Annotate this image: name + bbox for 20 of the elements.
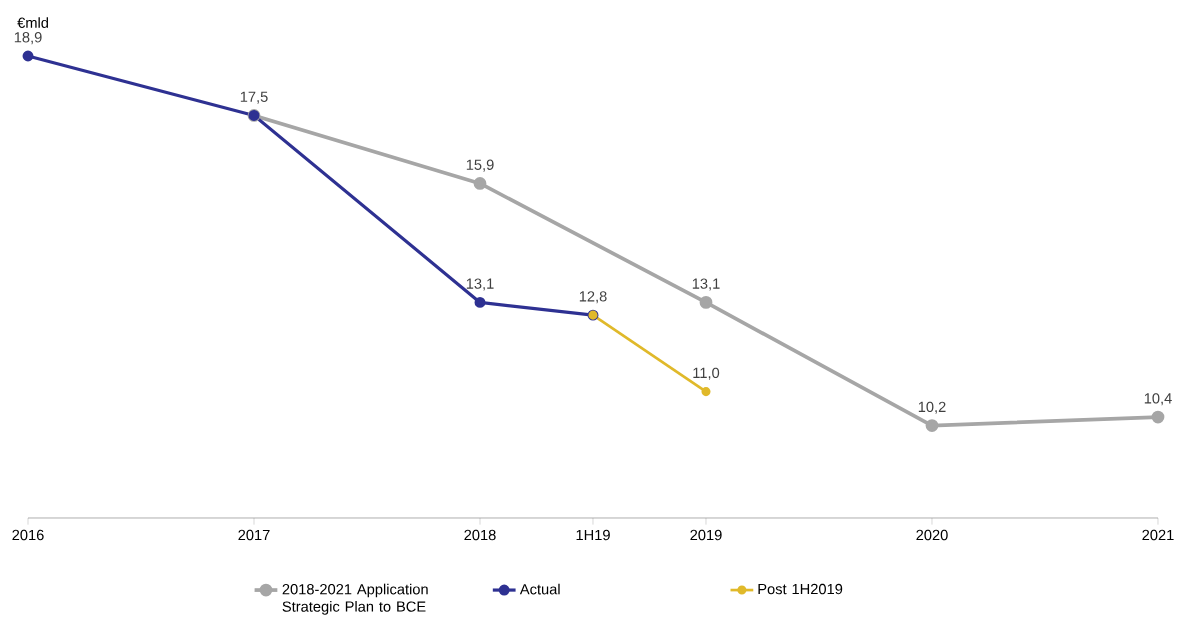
data-label: 12,8 bbox=[579, 291, 607, 304]
data-label: 18,9 bbox=[14, 32, 42, 45]
legend-label: Actual bbox=[519, 583, 560, 595]
x-tick-label: 2018 bbox=[464, 529, 496, 541]
data-label: 17,5 bbox=[240, 91, 268, 104]
data-label: 10,4 bbox=[1144, 393, 1172, 406]
x-tick-label: 2019 bbox=[690, 529, 722, 541]
data-label: 13,1 bbox=[692, 278, 720, 291]
x-tick-label: 2021 bbox=[1142, 529, 1174, 541]
x-tick-label: 2017 bbox=[238, 529, 270, 541]
legend-label: 2018-2021 Application Strategic Plan to BCE bbox=[282, 583, 428, 615]
data-label: 15,9 bbox=[466, 159, 494, 172]
x-tick-label: 2016 bbox=[12, 529, 44, 541]
legend-label: Post 1H2019 bbox=[758, 583, 843, 595]
data-label: 13,1 bbox=[466, 278, 494, 291]
x-tick-label: 2020 bbox=[916, 529, 948, 541]
data-label: 10,2 bbox=[918, 401, 946, 414]
data-label: 11,0 bbox=[693, 367, 720, 380]
y-axis-title: €mld bbox=[17, 17, 49, 28]
x-tick-label: 1H19 bbox=[576, 529, 610, 541]
